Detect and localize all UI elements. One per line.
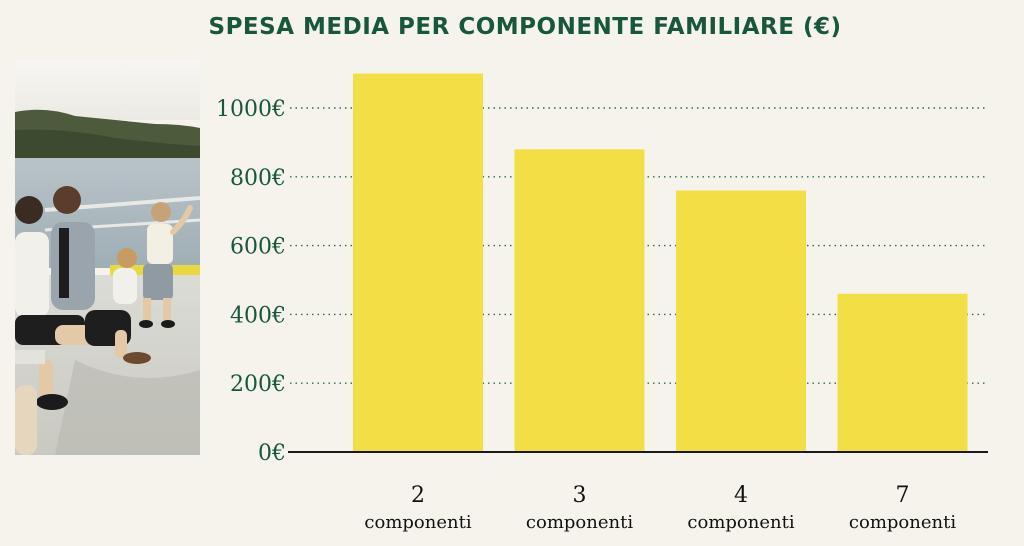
chart-title: SPESA MEDIA PER COMPONENTE FAMILIARE (€) xyxy=(208,14,842,40)
x-category-label: componenti xyxy=(849,512,956,533)
bars xyxy=(353,73,968,452)
bar-4-componenti xyxy=(676,190,806,452)
x-axis-labels: 2 componenti 3 componenti 4 componenti 7 compon… xyxy=(364,483,956,533)
x-category-label: componenti xyxy=(687,512,794,533)
x-category-label: componenti xyxy=(526,512,633,533)
y-tick-label: 400€ xyxy=(230,303,286,328)
y-tick-label: 0€ xyxy=(258,441,286,466)
x-category-label: componenti xyxy=(364,512,471,533)
x-category-number: 2 xyxy=(411,483,425,508)
x-category-number: 3 xyxy=(573,483,587,508)
bar-7-componenti xyxy=(837,293,968,452)
y-tick-label: 1000€ xyxy=(216,97,286,122)
family-photo xyxy=(15,60,200,455)
bar-2-componenti xyxy=(353,73,483,452)
photo-illustration xyxy=(15,60,200,455)
x-category-number: 4 xyxy=(734,483,748,508)
y-axis-ticks: 0€ 200€ 400€ 600€ 800€ 1000€ xyxy=(216,97,286,466)
y-tick-label: 800€ xyxy=(230,166,286,191)
x-category-number: 7 xyxy=(896,483,910,508)
bar-3-componenti xyxy=(514,149,645,452)
y-tick-label: 200€ xyxy=(230,372,286,397)
y-tick-label: 600€ xyxy=(230,235,286,260)
